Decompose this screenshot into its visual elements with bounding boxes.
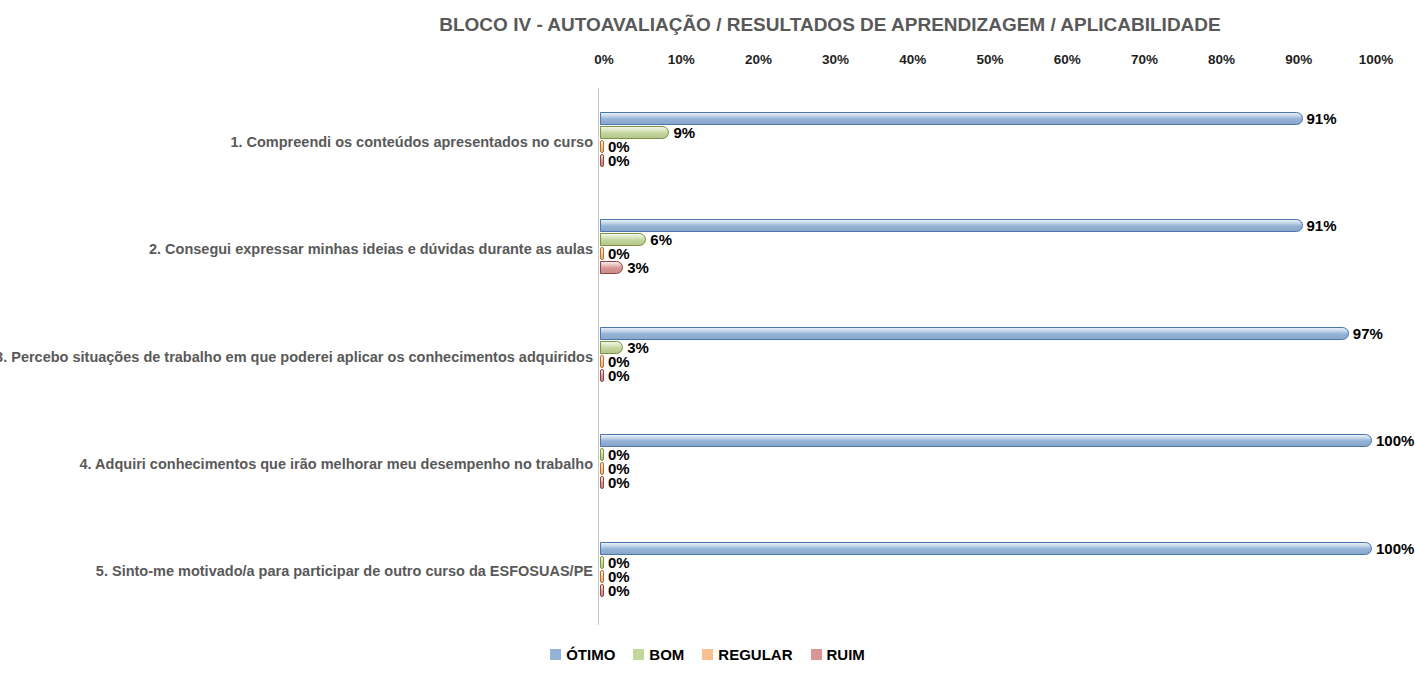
bar-bom (600, 341, 623, 354)
legend-label: REGULAR (718, 646, 792, 663)
x-axis-tick-label: 70% (1131, 52, 1158, 67)
bar-row: 91% (600, 219, 1337, 232)
data-label: 91% (1307, 112, 1337, 125)
bar-row: 3% (600, 341, 649, 354)
bar-regular (600, 462, 604, 475)
data-label: 0% (608, 369, 630, 382)
bar-row: 0% (600, 355, 630, 368)
x-axis-tick-label: 30% (822, 52, 849, 67)
data-label: 0% (608, 584, 630, 597)
data-label: 97% (1353, 327, 1383, 340)
bar-row: 97% (600, 327, 1383, 340)
bar-row: 0% (600, 369, 630, 382)
bar-row: 0% (600, 476, 630, 489)
legend-swatch-icon (811, 649, 822, 660)
x-axis-tick-label: 80% (1208, 52, 1235, 67)
bar-ótimo (600, 327, 1349, 340)
x-axis-tick-label: 50% (976, 52, 1003, 67)
bar-ruim (600, 476, 604, 489)
legend-swatch-icon (702, 649, 713, 660)
data-label: 0% (608, 570, 630, 583)
data-label: 3% (627, 341, 649, 354)
bar-ruim (600, 261, 623, 274)
x-axis-tick-label: 10% (668, 52, 695, 67)
x-axis-tick-label: 0% (594, 52, 614, 67)
bar-row: 0% (600, 247, 630, 260)
x-axis-tick-label: 40% (899, 52, 926, 67)
bar-ótimo (600, 219, 1303, 232)
bar-row: 100% (600, 542, 1414, 555)
category-label: 4. Adquiri conhecimentos que irão melhor… (80, 456, 594, 472)
legend-item-ótimo: ÓTIMO (550, 646, 615, 663)
x-axis-tick-label: 100% (1359, 52, 1394, 67)
legend-item-bom: BOM (633, 646, 684, 663)
bar-ruim (600, 154, 604, 167)
bar-row: 91% (600, 112, 1337, 125)
bar-row: 0% (600, 570, 630, 583)
data-label: 3% (627, 261, 649, 274)
category-label: 3. Percebo situações de trabalho em que … (0, 349, 593, 365)
data-label: 6% (650, 233, 672, 246)
bar-ruim (600, 584, 604, 597)
bar-ruim (600, 369, 604, 382)
legend-item-ruim: RUIM (811, 646, 865, 663)
chart-canvas: BLOCO IV - AUTOAVALIAÇÃO / RESULTADOS DE… (0, 0, 1415, 680)
data-label: 0% (608, 556, 630, 569)
legend-item-regular: REGULAR (702, 646, 792, 663)
bar-row: 0% (600, 154, 630, 167)
bar-row: 100% (600, 434, 1414, 447)
data-label: 100% (1376, 434, 1414, 447)
legend-swatch-icon (633, 649, 644, 660)
bar-ótimo (600, 542, 1372, 555)
legend-swatch-icon (550, 649, 561, 660)
data-label: 91% (1307, 219, 1337, 232)
bar-regular (600, 570, 604, 583)
category-label: 5. Sinto-me motivado/a para participar d… (96, 563, 593, 579)
bar-row: 3% (600, 261, 649, 274)
x-axis-tick-label: 90% (1285, 52, 1312, 67)
data-label: 0% (608, 476, 630, 489)
bar-regular (600, 355, 604, 368)
bar-regular (600, 247, 604, 260)
bar-ótimo (600, 434, 1372, 447)
bar-bom (600, 448, 604, 461)
bar-row: 0% (600, 556, 630, 569)
legend-label: BOM (649, 646, 684, 663)
data-label: 100% (1376, 542, 1414, 555)
x-axis-tick-label: 20% (745, 52, 772, 67)
data-label: 0% (608, 355, 630, 368)
bar-ótimo (600, 112, 1303, 125)
legend-label: RUIM (827, 646, 865, 663)
chart-title: BLOCO IV - AUTOAVALIAÇÃO / RESULTADOS DE… (439, 14, 1220, 36)
category-label: 2. Consegui expressar minhas ideias e dú… (149, 241, 593, 257)
category-axis-line (598, 88, 599, 625)
data-label: 0% (608, 154, 630, 167)
bar-bom (600, 556, 604, 569)
legend-label: ÓTIMO (566, 646, 615, 663)
x-axis-tick-label: 60% (1054, 52, 1081, 67)
bar-regular (600, 140, 604, 153)
legend: ÓTIMO BOM REGULAR RUIM (0, 646, 1415, 663)
bar-row: 0% (600, 584, 630, 597)
data-label: 9% (673, 126, 695, 139)
category-label: 1. Compreendi os conteúdos apresentados … (230, 134, 593, 150)
